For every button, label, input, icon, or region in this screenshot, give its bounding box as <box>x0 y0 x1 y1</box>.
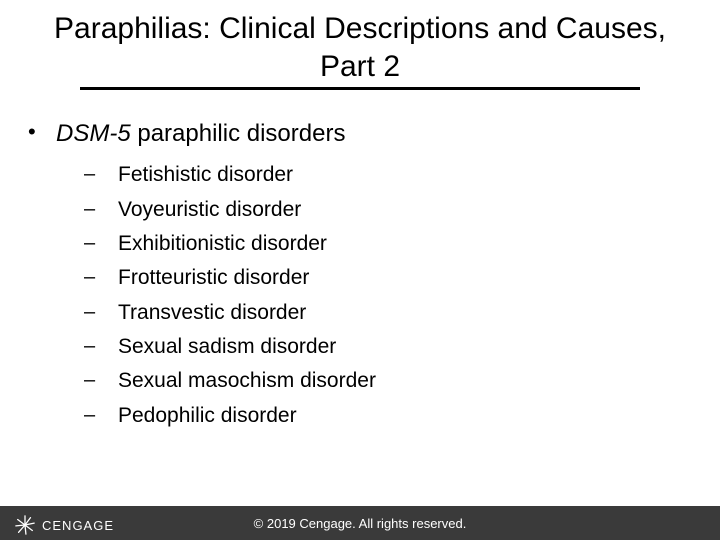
copyright-text: © 2019 Cengage. All rights reserved. <box>254 516 467 531</box>
content-area: • DSM-5 paraphilic disorders – Fetishist… <box>0 90 720 430</box>
footer-bar: CENGAGE © 2019 Cengage. All rights reser… <box>0 506 720 540</box>
brand-name: CENGAGE <box>42 518 114 533</box>
brand-logo: CENGAGE <box>14 514 114 536</box>
list-item: – Fetishistic disorder <box>84 161 680 189</box>
sub-bullet-text: Pedophilic disorder <box>118 402 297 430</box>
bullet-text: DSM-5 paraphilic disorders <box>56 118 345 149</box>
slide-title: Paraphilias: Clinical Descriptions and C… <box>40 10 680 85</box>
sub-bullet-text: Exhibitionistic disorder <box>118 230 327 258</box>
list-item: – Sexual sadism disorder <box>84 333 680 361</box>
list-item: – Sexual masochism disorder <box>84 367 680 395</box>
list-item: – Exhibitionistic disorder <box>84 230 680 258</box>
sub-bullet-text: Transvestic disorder <box>118 299 306 327</box>
sub-bullet-marker: – <box>84 196 118 223</box>
sub-bullet-text: Frotteuristic disorder <box>118 264 309 292</box>
sub-bullet-marker: – <box>84 367 118 394</box>
sub-bullet-marker: – <box>84 402 118 429</box>
sub-bullet-text: Voyeuristic disorder <box>118 196 301 224</box>
sub-bullet-marker: – <box>84 264 118 291</box>
list-item: – Transvestic disorder <box>84 299 680 327</box>
bullet-marker: • <box>28 118 56 147</box>
sub-bullet-marker: – <box>84 161 118 188</box>
list-item: – Voyeuristic disorder <box>84 196 680 224</box>
sub-bullet-marker: – <box>84 299 118 326</box>
sub-bullet-text: Sexual sadism disorder <box>118 333 336 361</box>
sub-bullet-marker: – <box>84 230 118 257</box>
list-item: – Pedophilic disorder <box>84 402 680 430</box>
sub-bullet-text: Fetishistic disorder <box>118 161 293 189</box>
sub-bullet-list: – Fetishistic disorder – Voyeuristic dis… <box>84 161 680 430</box>
sub-bullet-marker: – <box>84 333 118 360</box>
bullet-italic-prefix: DSM-5 <box>56 120 131 147</box>
title-block: Paraphilias: Clinical Descriptions and C… <box>0 0 720 90</box>
bullet-suffix: paraphilic disorders <box>131 120 346 147</box>
bullet-level-1: • DSM-5 paraphilic disorders <box>28 118 680 149</box>
list-item: – Frotteuristic disorder <box>84 264 680 292</box>
cengage-burst-icon <box>14 514 36 536</box>
sub-bullet-text: Sexual masochism disorder <box>118 367 376 395</box>
